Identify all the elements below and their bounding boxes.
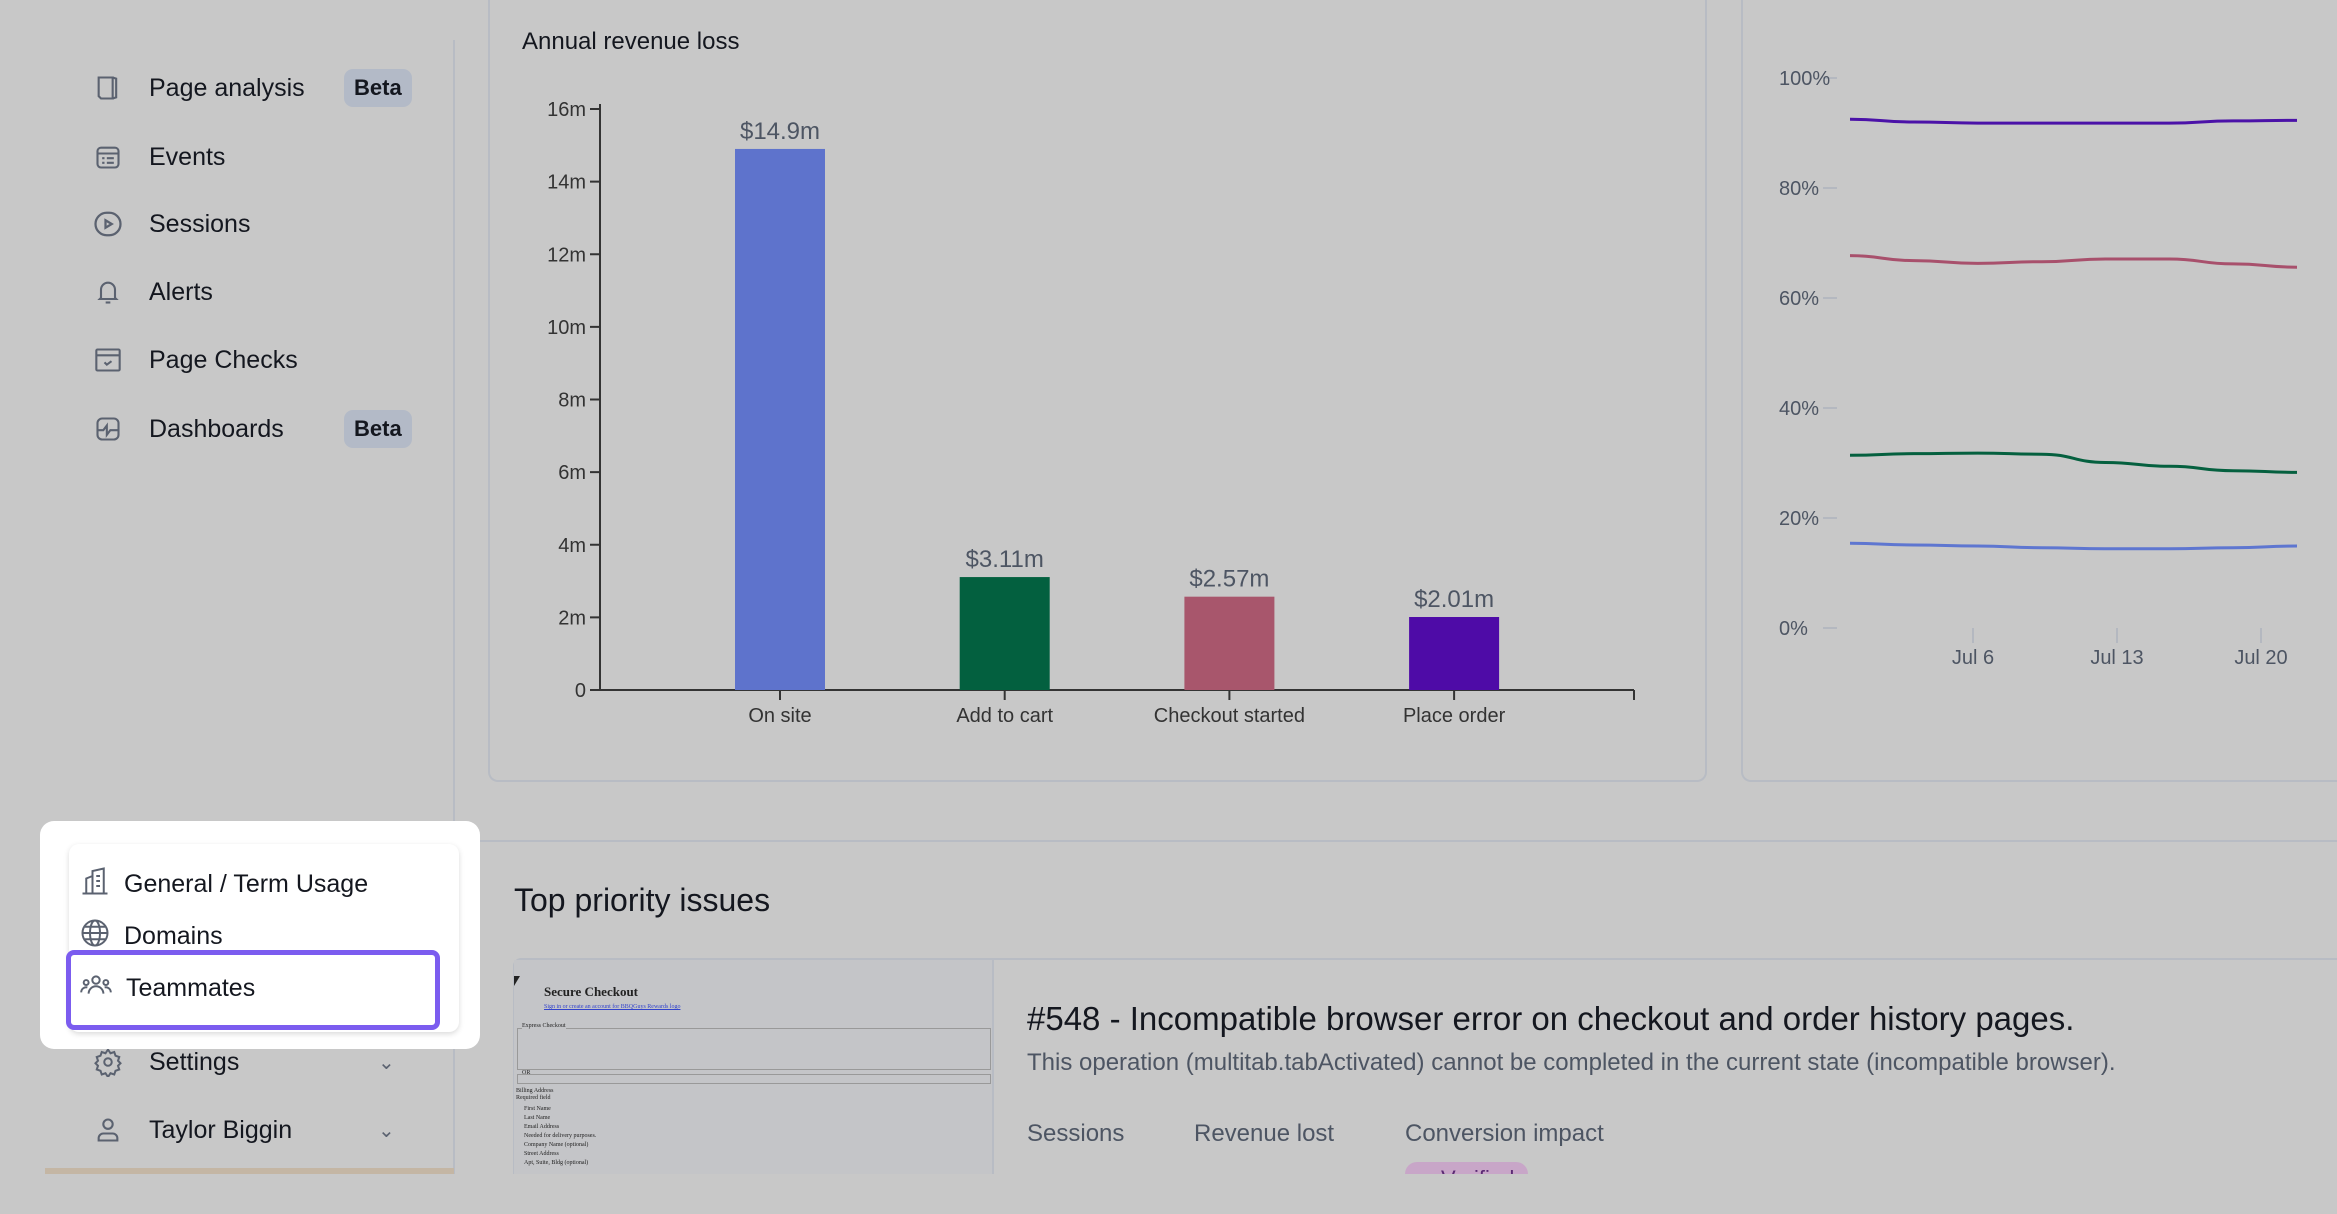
beta-badge: Beta <box>344 410 412 448</box>
verified-badge-clip: Verified <box>1405 1162 1545 1174</box>
sidebar-item-events[interactable]: Events <box>92 132 422 182</box>
thumb-billing: Billing Address <box>516 1088 554 1094</box>
y-tick-label: 60% <box>1779 288 1819 310</box>
y-tick-label: 6m <box>558 462 586 484</box>
teammates-highlight <box>66 950 440 1030</box>
sidebar-item-label: Dashboards <box>149 414 284 443</box>
x-tick-label: Jul 6 <box>1952 647 1994 669</box>
thumb-express: Express Checkout <box>522 1023 566 1029</box>
sidebar-footer-bar <box>45 1168 454 1174</box>
chart-title: Annual revenue loss <box>522 28 740 55</box>
browser-check-icon <box>92 344 124 376</box>
x-tick-label: Checkout started <box>1154 705 1305 727</box>
bar <box>1409 617 1500 690</box>
issue-title[interactable]: #548 - Incompatible browser error on che… <box>1027 1000 2075 1037</box>
y-tick-label: 0 <box>575 680 586 702</box>
y-tick-label: 20% <box>1779 508 1819 530</box>
user-icon <box>92 1114 124 1146</box>
y-tick-label: 12m <box>547 244 586 266</box>
series-line <box>1849 117 2298 125</box>
y-tick-label: 100% <box>1779 68 1830 90</box>
y-tick-label: 0% <box>1779 618 1808 640</box>
x-tick-label: Add to cart <box>956 705 1053 727</box>
sidebar-item-user[interactable]: Taylor Biggin ⌄ <box>92 1105 422 1155</box>
sidebar-item-label: Taylor Biggin <box>149 1115 293 1144</box>
dashboard-icon <box>92 413 124 445</box>
bar <box>735 148 825 691</box>
bar-value-label: $3.11m <box>966 546 1044 573</box>
x-tick-label: On site <box>748 705 811 727</box>
calendar-list-icon <box>92 141 124 173</box>
sidebar-item-label: Page Checks <box>149 345 298 374</box>
sidebar-item-dashboards[interactable]: Dashboards Beta <box>92 404 422 454</box>
section-title: Top priority issues <box>514 882 771 918</box>
section-divider <box>480 840 2337 842</box>
bar-value-label: $14.9m <box>740 118 820 145</box>
thumb-signin: Sign in or create an account for BBQGuys… <box>544 1004 681 1010</box>
users-icon <box>80 970 112 1007</box>
menu-item-teammates[interactable]: Teammates <box>80 970 255 1007</box>
x-tick-label: Jul 13 <box>2090 647 2143 669</box>
globe-icon <box>80 918 110 955</box>
issue-description: This operation (multitab.tabActivated) c… <box>1027 1049 2116 1076</box>
x-tick-label: Jul 20 <box>2234 647 2287 669</box>
series-line <box>1849 451 2298 474</box>
y-tick-label: 10m <box>547 317 586 339</box>
line-chart: 0% 20% 40% 60% 80% 100% Jul 6 Jul 13 Jul 20 <box>1779 68 2298 669</box>
bar-value-label: $2.01m <box>1414 586 1494 613</box>
gear-icon <box>92 1046 124 1078</box>
sidebar-item-page-analysis[interactable]: Page analysis Beta <box>92 63 422 113</box>
y-tick-label: 40% <box>1779 398 1819 420</box>
y-tick-label: 14m <box>547 172 586 194</box>
menu-item-label: General / Term Usage <box>124 870 369 898</box>
sidebar-item-alerts[interactable]: Alerts <box>92 267 422 317</box>
book-icon <box>92 72 124 104</box>
beta-badge: Beta <box>344 69 412 107</box>
bar-value-label: $2.57m <box>1189 566 1269 593</box>
conversion-card <box>1741 0 2337 782</box>
chevron-down-icon: ⌄ <box>378 1119 395 1142</box>
sidebar-item-label: Events <box>149 142 226 171</box>
settings-menu <box>69 844 459 1032</box>
menu-item-domains[interactable]: Domains <box>80 918 223 955</box>
x-tick-label: Place order <box>1403 705 1506 727</box>
bar <box>959 577 1050 690</box>
series-line <box>1849 254 2298 269</box>
bell-icon <box>92 276 124 308</box>
sidebar-item-label: Settings <box>149 1047 240 1076</box>
revenue-loss-card: Annual revenue loss <box>488 0 1707 782</box>
sidebar-item-settings[interactable]: Settings ⌄ <box>92 1037 422 1087</box>
thumb-fields: First Name Last Name Email Address Needed f… <box>524 1106 597 1166</box>
sidebar-item-sessions[interactable]: Sessions <box>92 199 422 249</box>
sessions-label: Sessions <box>1027 1120 1125 1147</box>
revenue-lost-label: Revenue lost <box>1194 1120 1335 1147</box>
y-tick-label: 2m <box>558 607 586 629</box>
issue-thumbnail[interactable]: Secure Checkout Sign in or create an acc… <box>514 960 994 1174</box>
y-tick-label: 8m <box>558 390 586 412</box>
menu-item-general[interactable]: General / Term Usage <box>80 866 368 903</box>
chevron-down-icon: ⌄ <box>378 1051 395 1074</box>
bar-chart: 0 2m 4m 6m 8m 10m 12m 14m 16m $14.9m On site $3.11m… <box>547 99 1635 727</box>
menu-item-label: Domains <box>124 922 223 950</box>
sidebar-item-label: Sessions <box>149 209 251 238</box>
sidebar-item-label: Alerts <box>149 277 213 306</box>
thumb-heading: Secure Checkout <box>544 984 639 999</box>
y-tick-label: 16m <box>547 99 586 121</box>
series-line <box>1849 541 2298 551</box>
thumb-or: OR <box>522 1070 531 1076</box>
viewport-bottom <box>0 1174 2337 1214</box>
bar <box>1184 596 1275 690</box>
building-icon <box>80 866 110 903</box>
sidebar-divider <box>453 40 455 1175</box>
verified-badge: Verified <box>1405 1162 1529 1174</box>
menu-item-label: Teammates <box>126 974 256 1002</box>
conversion-impact-label: Conversion impact <box>1405 1120 1604 1147</box>
sidebar-item-label: Page analysis <box>149 73 305 102</box>
y-tick-label: 80% <box>1779 178 1819 200</box>
thumb-required: Required field <box>516 1095 551 1101</box>
sidebar-item-page-checks[interactable]: Page Checks <box>92 335 422 385</box>
play-icon <box>92 208 124 240</box>
cursor-icon <box>514 976 520 986</box>
y-tick-label: 4m <box>558 535 586 557</box>
